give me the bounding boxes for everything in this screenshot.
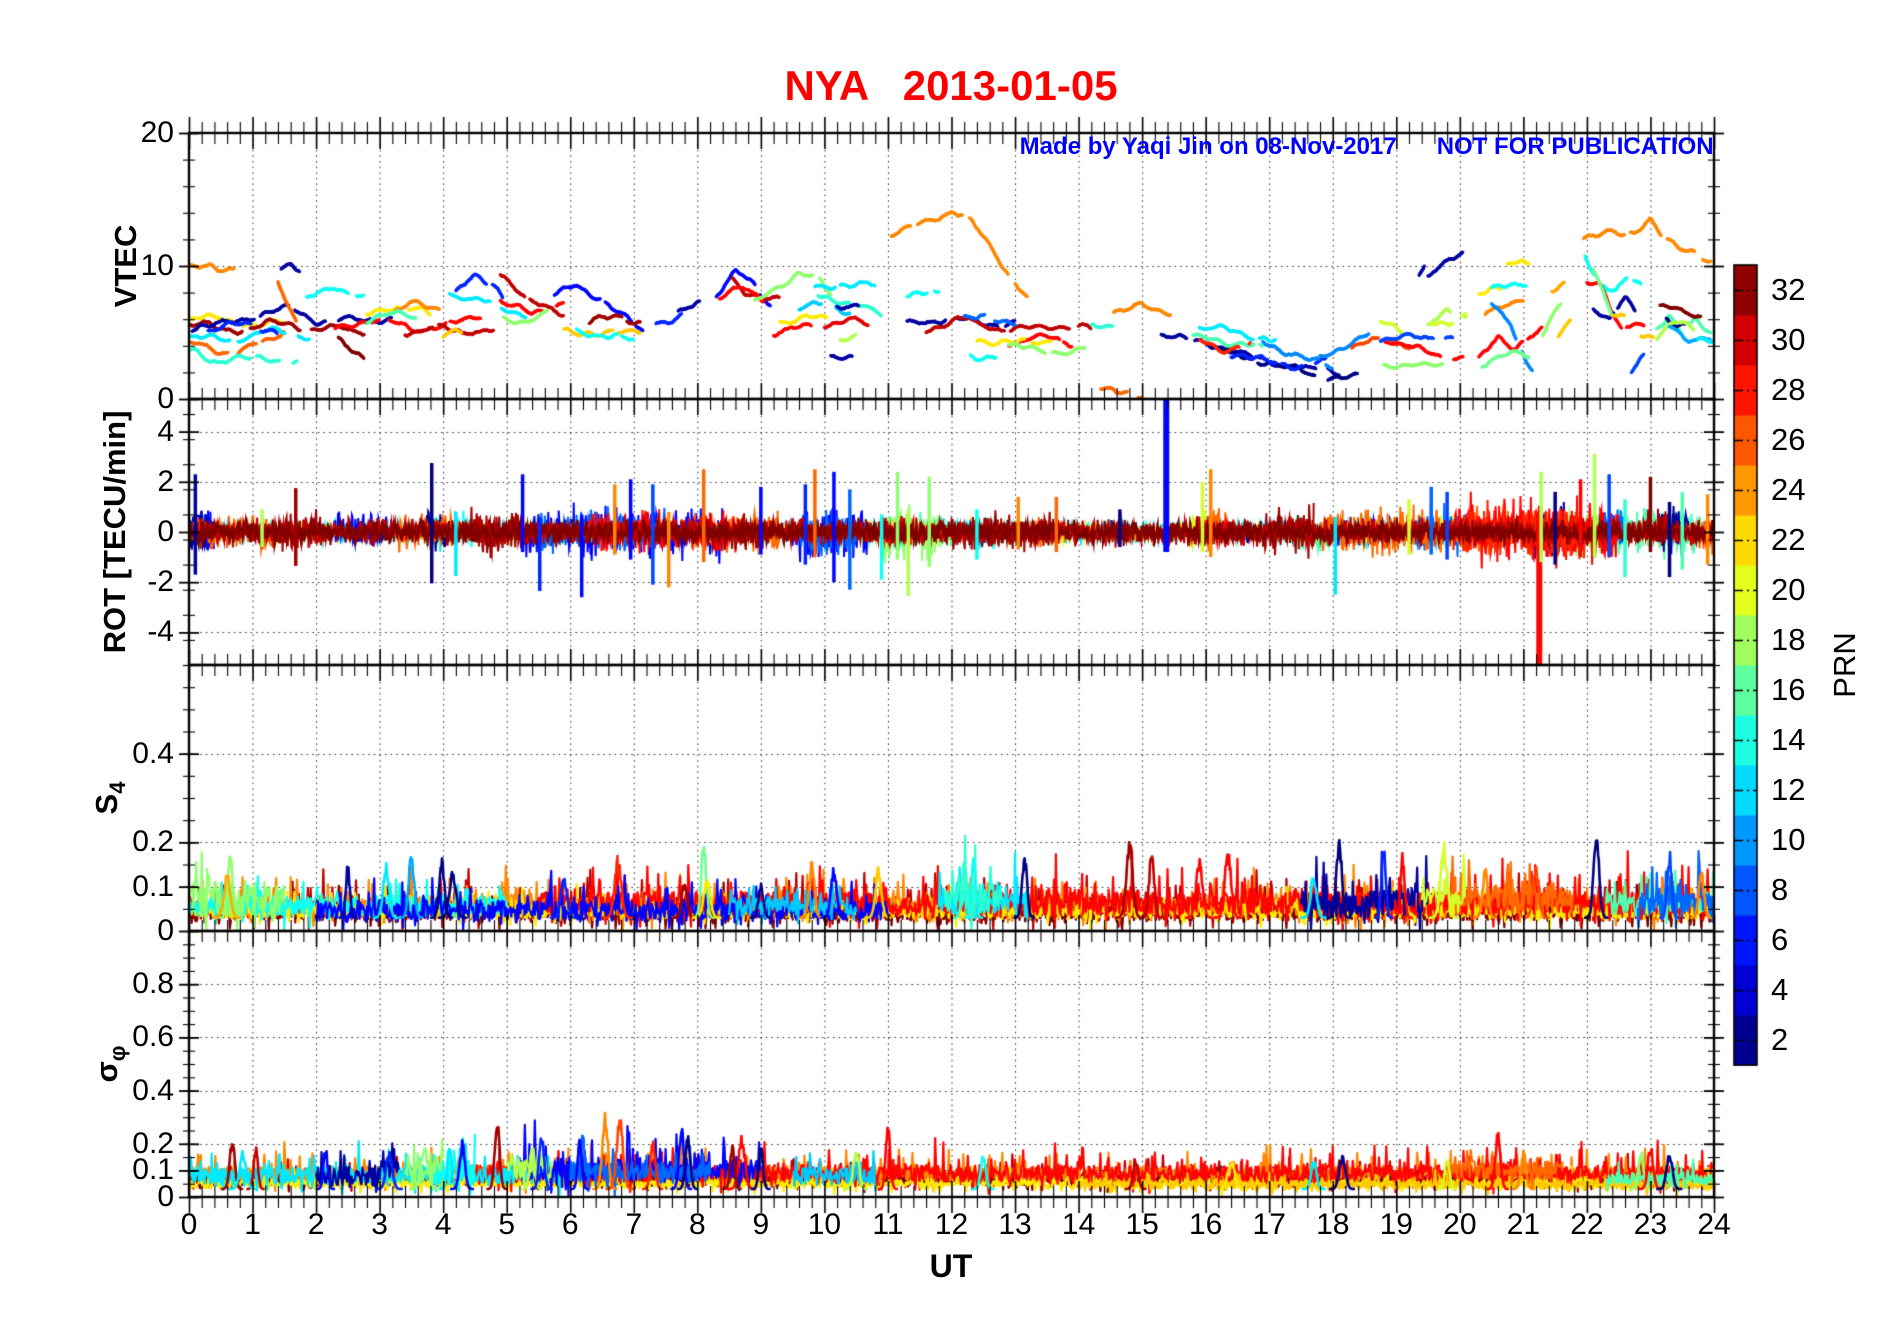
colorbar-tick-label: 14 [1771, 722, 1806, 757]
colorbar-tick-label: 22 [1771, 522, 1806, 557]
y-tick-label-sigma: 0.6 [132, 1020, 174, 1054]
colorbar-tick-label: 28 [1771, 372, 1806, 407]
y-tick-label-s4: 0.4 [132, 736, 174, 770]
y-tick-label-vtec: 0 [157, 382, 174, 415]
x-tick-label: 9 [752, 1208, 770, 1241]
x-tick-label: 0 [180, 1208, 198, 1241]
x-tick-label: 10 [807, 1208, 842, 1241]
x-tick-label: 23 [1633, 1208, 1668, 1241]
plot-title: NYA 2013-01-05 [784, 62, 1118, 109]
colorbar-tick-label: 6 [1771, 922, 1789, 957]
colorbar-tick-label: 8 [1771, 872, 1789, 907]
colorbar-tick-label: 18 [1771, 622, 1806, 657]
y-tick-label-vtec: 10 [140, 249, 174, 282]
y-tick-label-rot: 2 [157, 464, 174, 498]
x-tick-label: 8 [688, 1208, 706, 1241]
y-tick-label-rot: 0 [157, 515, 174, 548]
colorbar-tick-label: 16 [1771, 672, 1806, 707]
credit-notice: NOT FOR PUBLICATION [1436, 133, 1714, 160]
x-tick-label: 22 [1570, 1208, 1604, 1241]
colorbar-tick-label: 30 [1771, 322, 1806, 357]
colorbar-tick-label: 12 [1771, 772, 1806, 807]
credit-made-by: Made by Yaqi Jin on 08-Nov-2017 [1019, 133, 1397, 160]
colorbar-tick-label: 24 [1771, 472, 1806, 507]
y-tick-label-vtec: 20 [140, 116, 174, 149]
x-tick-label: 20 [1443, 1208, 1477, 1241]
x-tick-label: 3 [371, 1208, 388, 1241]
x-tick-label: 5 [498, 1208, 516, 1241]
x-tick-label: 15 [1125, 1208, 1159, 1241]
x-tick-label: 18 [1316, 1208, 1350, 1241]
x-tick-label: 13 [998, 1208, 1032, 1241]
x-tick-label: 14 [1061, 1208, 1096, 1241]
x-tick-label: 7 [625, 1208, 643, 1241]
colorbar-tick-label: 2 [1771, 1022, 1789, 1057]
xlabel-ut: UT [929, 1248, 973, 1284]
y-tick-label-sigma: 0.8 [132, 967, 174, 1001]
x-tick-label: 1 [244, 1208, 261, 1241]
x-tick-label: 24 [1697, 1208, 1731, 1241]
colorbar-tick-label: 4 [1771, 972, 1789, 1007]
y-tick-label-sigma: 0.4 [132, 1073, 174, 1107]
y-tick-label-sigma: 0.1 [132, 1153, 174, 1187]
y-tick-label-s4: 0 [157, 914, 174, 947]
x-tick-label: 12 [934, 1208, 969, 1241]
x-tick-label: 4 [434, 1208, 452, 1241]
y-tick-label-sigma: 0.2 [132, 1126, 174, 1160]
x-tick-label: 2 [307, 1208, 325, 1241]
y-tick-label-rot: -4 [147, 615, 174, 649]
y-tick-label-s4: 0.1 [132, 869, 174, 903]
x-tick-label: 6 [561, 1208, 579, 1241]
x-tick-label: 11 [872, 1208, 904, 1241]
x-tick-label: 19 [1379, 1208, 1413, 1241]
colorbar-label-prn: PRN [1827, 632, 1862, 698]
colorbar-tick-label: 26 [1771, 422, 1806, 457]
colorbar-tick-label: 32 [1771, 272, 1806, 307]
y-tick-label-s4: 0.2 [132, 825, 174, 859]
y-tick-label-rot: -2 [147, 565, 174, 599]
colorbar-tick-label: 10 [1771, 822, 1806, 857]
x-tick-label: 17 [1252, 1208, 1286, 1241]
credit-line: Made by Yaqi Jin on 08-Nov-2017 NOT FOR … [993, 105, 1714, 189]
x-tick-label: 21 [1506, 1208, 1541, 1241]
y-tick-label-sigma: 0 [157, 1180, 174, 1213]
x-tick-label: 16 [1188, 1208, 1223, 1241]
colorbar-tick-label: 20 [1771, 572, 1806, 607]
y-tick-label-rot: 4 [157, 414, 174, 448]
ylabel-s4: S4 [89, 781, 130, 815]
